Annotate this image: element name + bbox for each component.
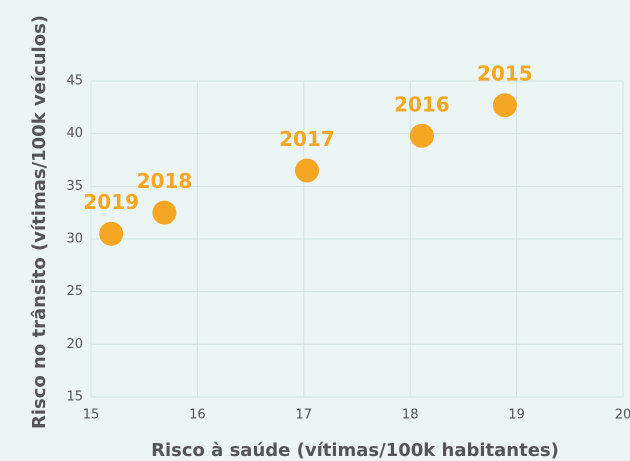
x-tick-label: 15 bbox=[83, 408, 100, 423]
y-tick-label: 40 bbox=[66, 126, 83, 141]
y-tick-label: 35 bbox=[66, 179, 83, 194]
x-tick-label: 16 bbox=[189, 408, 206, 423]
y-tick-label: 45 bbox=[66, 74, 83, 89]
x-axis-title: Risco à saúde (vítimas/100k habitantes) bbox=[151, 440, 559, 461]
x-tick-label: 17 bbox=[296, 408, 313, 423]
y-tick-label: 25 bbox=[66, 284, 83, 299]
x-tick-label: 20 bbox=[615, 408, 630, 423]
x-tick-label: 18 bbox=[402, 408, 419, 423]
point bbox=[294, 158, 319, 183]
point-label: 2015 bbox=[477, 62, 533, 86]
y-tick-label: 30 bbox=[66, 232, 83, 247]
point bbox=[99, 221, 124, 246]
y-tick-label: 20 bbox=[66, 337, 83, 352]
point bbox=[492, 93, 517, 118]
point-label: 2019 bbox=[83, 190, 139, 214]
point-label: 2018 bbox=[137, 169, 193, 193]
y-axis-title: Risco no trânsito (vítimas/100k veículos… bbox=[29, 15, 50, 429]
x-tick-label: 19 bbox=[508, 408, 525, 423]
point-label: 2016 bbox=[394, 92, 450, 116]
point bbox=[152, 200, 177, 225]
point-label: 2017 bbox=[279, 127, 335, 151]
point bbox=[409, 123, 434, 148]
y-tick-label: 15 bbox=[66, 390, 83, 405]
